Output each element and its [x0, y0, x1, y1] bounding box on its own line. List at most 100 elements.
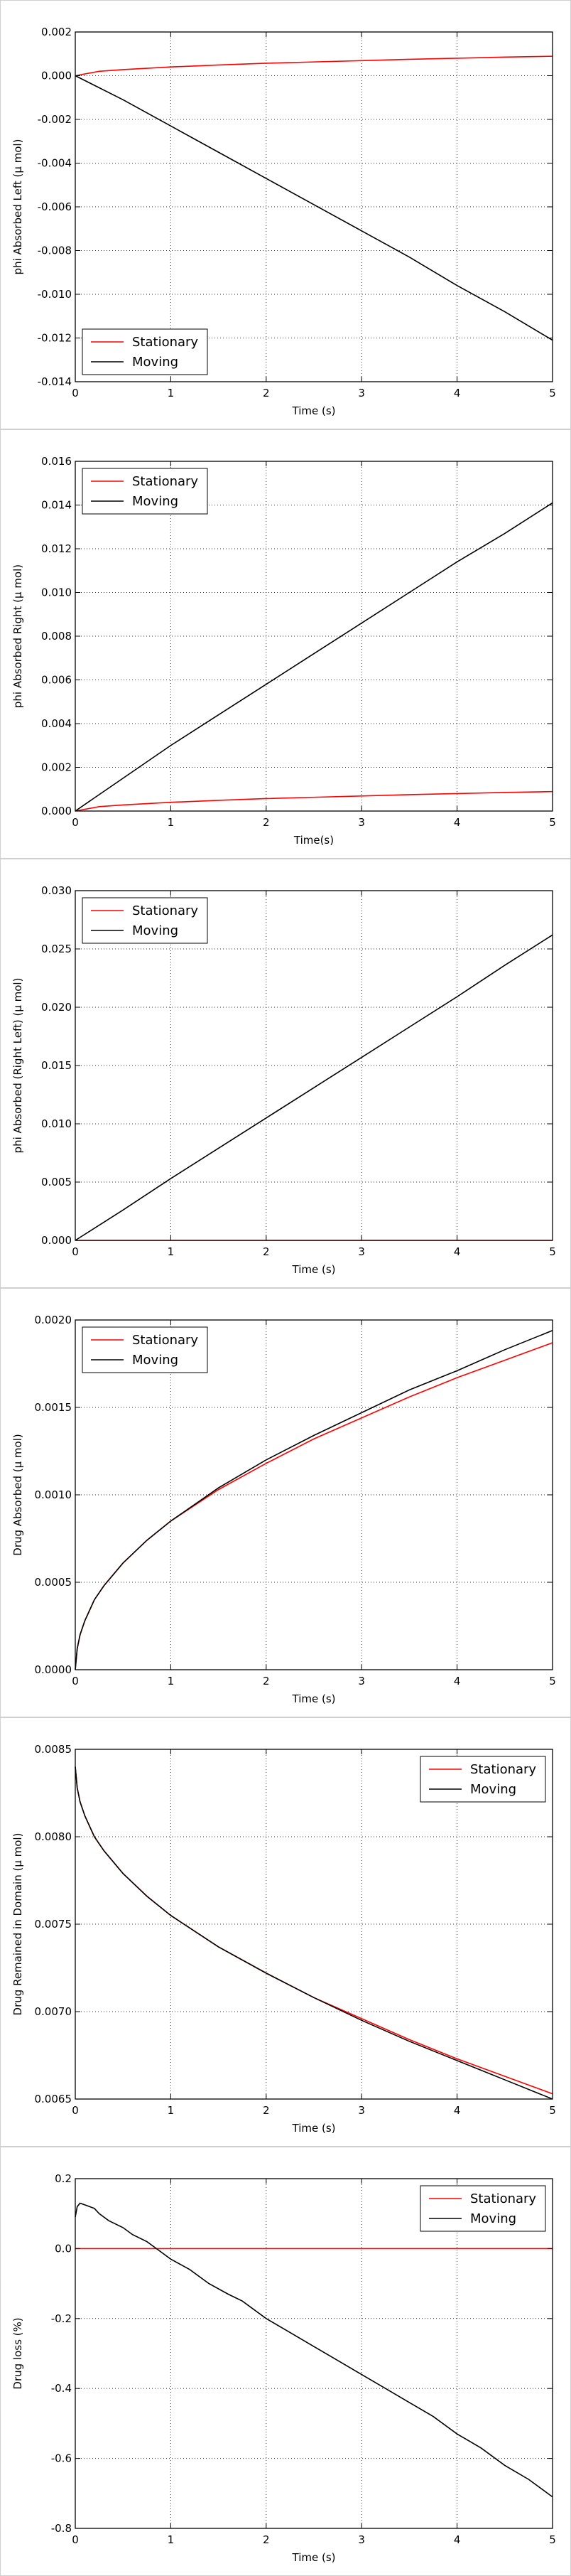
x-tick-label: 2 — [263, 2104, 270, 2117]
series-line-stationary — [75, 790, 553, 812]
legend: Stationary Moving — [82, 897, 208, 944]
x-tick-label: 1 — [168, 2104, 175, 2117]
legend-entry: Moving — [470, 2211, 516, 2226]
x-tick-label: 5 — [549, 816, 556, 829]
y-tick-label: 0.004 — [41, 717, 72, 730]
legend-entry: Stationary — [470, 2191, 536, 2206]
legend: Stationary Moving — [82, 1326, 208, 1373]
x-tick-label: 4 — [454, 816, 461, 829]
legend-entry: Stationary — [132, 903, 198, 918]
legend-entry: Moving — [132, 923, 178, 938]
x-tick-label: 2 — [263, 387, 270, 399]
y-tick-label: 0.002 — [41, 761, 72, 774]
plot-area — [75, 2178, 553, 2529]
legend-entry: Stationary — [132, 335, 198, 350]
x-tick-label: 1 — [168, 387, 175, 399]
y-tick-label: -0.008 — [38, 245, 72, 257]
chart-2: 0.016 0.014 0.012 0.010 0.008 0.006 0.004 0.002… — [0, 429, 571, 859]
y-tick-label: -0.6 — [51, 2452, 72, 2465]
legend: Stationary Moving — [420, 1756, 546, 1803]
legend: Stationary Moving — [82, 468, 208, 515]
x-tick-label: 3 — [358, 2104, 365, 2117]
y-axis-label: Drug Absorbed (μ mol) — [11, 1434, 24, 1555]
y-tick-label: 0.025 — [41, 943, 72, 955]
series-line-stationary — [75, 55, 553, 77]
x-tick-label: 2 — [263, 816, 270, 829]
y-tick-label: 0.010 — [41, 586, 72, 599]
x-tick-label: 5 — [549, 2533, 556, 2546]
x-tick-label: 5 — [549, 1675, 556, 1687]
legend-box — [82, 897, 208, 944]
y-tick-label: 0.0080 — [35, 1830, 72, 1843]
x-tick-label: 1 — [168, 1675, 175, 1687]
y-tick-label: 0.005 — [41, 1176, 72, 1188]
y-tick-label: 0.0065 — [35, 2093, 72, 2105]
chart-1: 0.002 0.000 -0.002 -0.004 -0.006 -0.008 -0.010… — [0, 0, 571, 429]
y-tick-label: 0.010 — [41, 1117, 72, 1130]
legend-entry: Stationary — [132, 1333, 198, 1348]
chart-6: 0.2 0.0 -0.2 -0.4 -0.6 -0.80 1 2 3 4 5 Time (s) Drug… — [0, 2147, 571, 2576]
series-line-moving — [75, 1766, 553, 2100]
y-tick-label: 0.2 — [55, 2172, 72, 2185]
y-tick-label: 0.030 — [41, 884, 72, 897]
series-line-moving — [75, 2202, 553, 2498]
y-tick-label: 0.008 — [41, 630, 72, 643]
x-tick-label: 0 — [72, 2104, 79, 2117]
series-line-moving — [75, 1330, 553, 1670]
x-tick-label: 4 — [454, 387, 461, 399]
legend-entry: Moving — [470, 1782, 516, 1797]
x-axis-label: Time(s) — [293, 834, 334, 847]
x-tick-label: 4 — [454, 2104, 461, 2117]
legend-box — [420, 2185, 546, 2232]
series-line-moving — [75, 934, 553, 1241]
y-tick-label: 0.0085 — [35, 1743, 72, 1756]
y-axis-label: phi Absorbed Left (μ mol) — [11, 139, 24, 275]
legend: Stationary Moving — [420, 2185, 546, 2232]
x-axis-label: Time (s) — [292, 2551, 336, 2564]
y-tick-label: 0.012 — [41, 542, 72, 555]
legend-entry: Moving — [132, 1353, 178, 1368]
y-tick-label: -0.012 — [38, 332, 72, 345]
x-axis-label: Time (s) — [292, 1692, 336, 1705]
y-tick-label: 0.0070 — [35, 2005, 72, 2018]
x-tick-label: 5 — [549, 387, 556, 399]
y-tick-label: 0.020 — [41, 1001, 72, 1014]
legend-box — [82, 468, 208, 515]
y-tick-label: 0.000 — [41, 1234, 72, 1247]
y-tick-label: 0.0005 — [35, 1576, 72, 1589]
y-tick-label: 0.0015 — [35, 1401, 72, 1414]
x-tick-label: 3 — [358, 816, 365, 829]
x-tick-label: 0 — [72, 2533, 79, 2546]
series-line-moving — [75, 75, 553, 341]
x-tick-label: 5 — [549, 1245, 556, 1258]
legend: Stationary Moving — [82, 328, 208, 375]
y-tick-label: 0.002 — [41, 26, 72, 38]
x-tick-label: 1 — [168, 1245, 175, 1258]
x-tick-label: 4 — [454, 1245, 461, 1258]
x-tick-label: 2 — [263, 1675, 270, 1687]
y-tick-label: 0.0 — [55, 2242, 72, 2255]
y-axis-label: phi Absorbed (Right Left) (μ mol) — [11, 978, 24, 1154]
legend-box — [82, 328, 208, 375]
x-tick-label: 3 — [358, 1675, 365, 1687]
x-tick-label: 0 — [72, 816, 79, 829]
y-tick-label: 0.000 — [41, 805, 72, 817]
legend-entry: Moving — [132, 355, 178, 370]
y-tick-label: 0.000 — [41, 70, 72, 82]
x-tick-label: 4 — [454, 2533, 461, 2546]
y-tick-label: 0.0000 — [35, 1663, 72, 1676]
x-tick-label: 5 — [549, 2104, 556, 2117]
y-tick-label: 0.0075 — [35, 1918, 72, 1931]
x-tick-label: 0 — [72, 1675, 79, 1687]
x-axis-label: Time (s) — [292, 1263, 336, 1276]
y-tick-label: -0.4 — [51, 2382, 72, 2395]
y-tick-label: -0.014 — [38, 375, 72, 388]
x-axis-label: Time (s) — [292, 404, 336, 417]
y-tick-label: 0.015 — [41, 1059, 72, 1072]
x-tick-label: 4 — [454, 1675, 461, 1687]
legend-box — [82, 1326, 208, 1373]
x-tick-label: 0 — [72, 1245, 79, 1258]
y-tick-label: -0.010 — [38, 288, 72, 301]
legend-box — [420, 1756, 546, 1803]
